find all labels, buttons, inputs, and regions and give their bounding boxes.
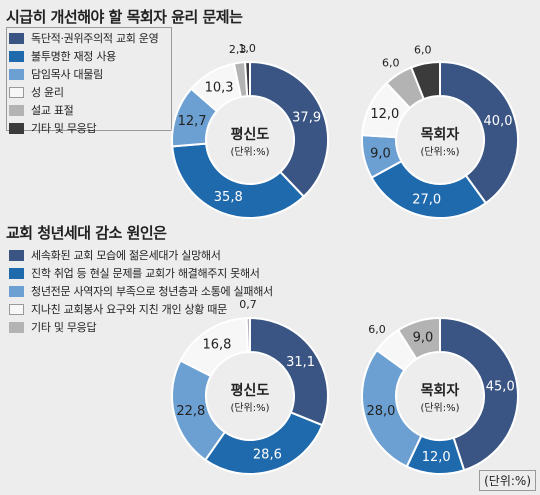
legend-swatch (9, 249, 24, 261)
legend-item: 설교 표절 (9, 101, 158, 119)
donut-center-label: 목회자 (421, 383, 460, 399)
unit-label: (단위:%) (479, 470, 536, 491)
donut-center-label: 평신도 (231, 126, 270, 143)
legend-item: 불투명한 재정 사용 (9, 47, 158, 65)
donut-slice (370, 159, 488, 219)
legend-swatch (9, 267, 24, 279)
slice-value-label: 1,0 (238, 42, 256, 55)
slice-value-label: 6,0 (382, 56, 400, 69)
donut-slice (245, 316, 251, 354)
legend-label: 기타 및 무응답 (31, 122, 97, 135)
slice-value-label: 22,8 (176, 404, 205, 419)
slice-value-label: 16,8 (203, 338, 232, 353)
donut-slice (249, 316, 329, 427)
donut-slice (244, 60, 251, 98)
donut-slice (396, 316, 441, 361)
legend-item: 지나친 교회봉사 요구와 지친 개인 상황 때문 (9, 300, 273, 318)
slice-value-label: 12,0 (370, 107, 399, 122)
legend-item: 세속화된 교회 모습에 젊은세대가 실망해서 (9, 246, 273, 264)
slice-value-label: 10,3 (205, 80, 234, 95)
slice-value-label: 6,0 (414, 44, 432, 57)
legend-item: 독단적·권위주의적 교회 운영 (9, 29, 159, 47)
legend-swatch (9, 321, 24, 333)
legend-swatch (9, 32, 24, 44)
donut-slice (171, 142, 306, 219)
legend-label: 설교 표절 (31, 104, 74, 117)
slice-value-label: 0,7 (239, 298, 257, 311)
slice-value-label: 37,9 (292, 110, 321, 125)
legend-swatch (9, 122, 24, 134)
chart-title-ethics: 시급히 개선해야 할 목회자 윤리 문제는 (6, 8, 243, 26)
legend-label: 기타 및 무응답 (31, 321, 97, 334)
donut-center-label: 평신도 (231, 382, 270, 399)
legend-item: 기타 및 무응답 (9, 318, 273, 336)
legend-swatch (9, 50, 24, 62)
legend-swatch (9, 68, 24, 80)
legend-item: 성 윤리 (9, 83, 158, 101)
legend-swatch (9, 104, 24, 116)
legend-label: 담임목사 대물림 (31, 68, 103, 81)
donut-slice (203, 411, 324, 475)
donut-slice (439, 60, 519, 205)
donut-slice (409, 60, 441, 101)
legend-label: 진학 취업 등 현실 문제를 교회가 해결해주지 못해서 (31, 267, 260, 280)
legend-item: 진학 취업 등 현실 문제를 교회가 해결해주지 못해서 (9, 264, 273, 282)
slice-value-label: 40,0 (484, 114, 513, 129)
slice-value-label: 28,6 (253, 447, 282, 462)
donut-chart-youth-laity: 31,1 28,6 22,8 16,8 0,7 평신도 (단위:%) (171, 298, 329, 475)
slice-value-label: 31,1 (286, 355, 315, 370)
legend-label: 세속화된 교회 모습에 젊은세대가 실망해서 (31, 249, 221, 262)
donut-unit-label: (단위:%) (230, 145, 269, 158)
donut-unit-label: (단위:%) (230, 401, 269, 414)
slice-value-label: 6,0 (368, 323, 386, 336)
legend-label: 성 윤리 (31, 86, 64, 99)
legend-swatch (9, 303, 24, 315)
slice-value-label: 2,3 (229, 43, 247, 56)
legend-item: 담임목사 대물림 (9, 65, 158, 83)
slice-value-label: 28,0 (366, 404, 395, 419)
legend-label: 독단적·권위주의적 교회 운영 (31, 32, 159, 45)
slice-value-label: 9,0 (413, 330, 434, 345)
donut-chart-ethics-pastors: 40,0 27,0 9,0 12,0 6,0 6,0 목회자 (단위:%) (361, 44, 519, 219)
slice-value-label: 12,7 (178, 114, 207, 129)
donut-slice (439, 316, 519, 472)
legend-item: 청년전문 사역자의 부족으로 청년층과 소통에 실패해서 (9, 282, 273, 300)
slice-value-label: 9,0 (370, 146, 391, 161)
donut-chart-ethics-laity: 37,9 35,8 12,7 10,3 2,31,0 평신도 (단위:%) (171, 42, 329, 219)
slice-value-label: 35,8 (214, 190, 243, 205)
legend-box-ethics (6, 27, 172, 131)
donut-center-label: 목회자 (421, 127, 460, 143)
legend-label: 청년전문 사역자의 부족으로 청년층과 소통에 실패해서 (31, 285, 273, 298)
donut-unit-label: (단위:%) (420, 401, 459, 414)
donut-chart-youth-pastors: 45,0 12,0 28,0 6,0 9,0 목회자 (단위:%) (361, 316, 519, 475)
chart-title-youth: 교회 청년세대 감소 원인은 (6, 224, 167, 242)
slice-value-label: 27,0 (412, 193, 441, 208)
legend-label: 불투명한 재정 사용 (31, 50, 116, 63)
slice-value-label: 45,0 (486, 379, 515, 394)
legend-label: 지나친 교회봉사 요구와 지친 개인 상황 때문 (31, 303, 227, 316)
legend-swatch (9, 285, 24, 297)
donut-slice (249, 60, 329, 198)
legend-item: 기타 및 무응답 (9, 119, 158, 137)
slice-value-label: 12,0 (422, 450, 451, 465)
legend-swatch (9, 86, 24, 98)
donut-unit-label: (단위:%) (420, 145, 459, 158)
